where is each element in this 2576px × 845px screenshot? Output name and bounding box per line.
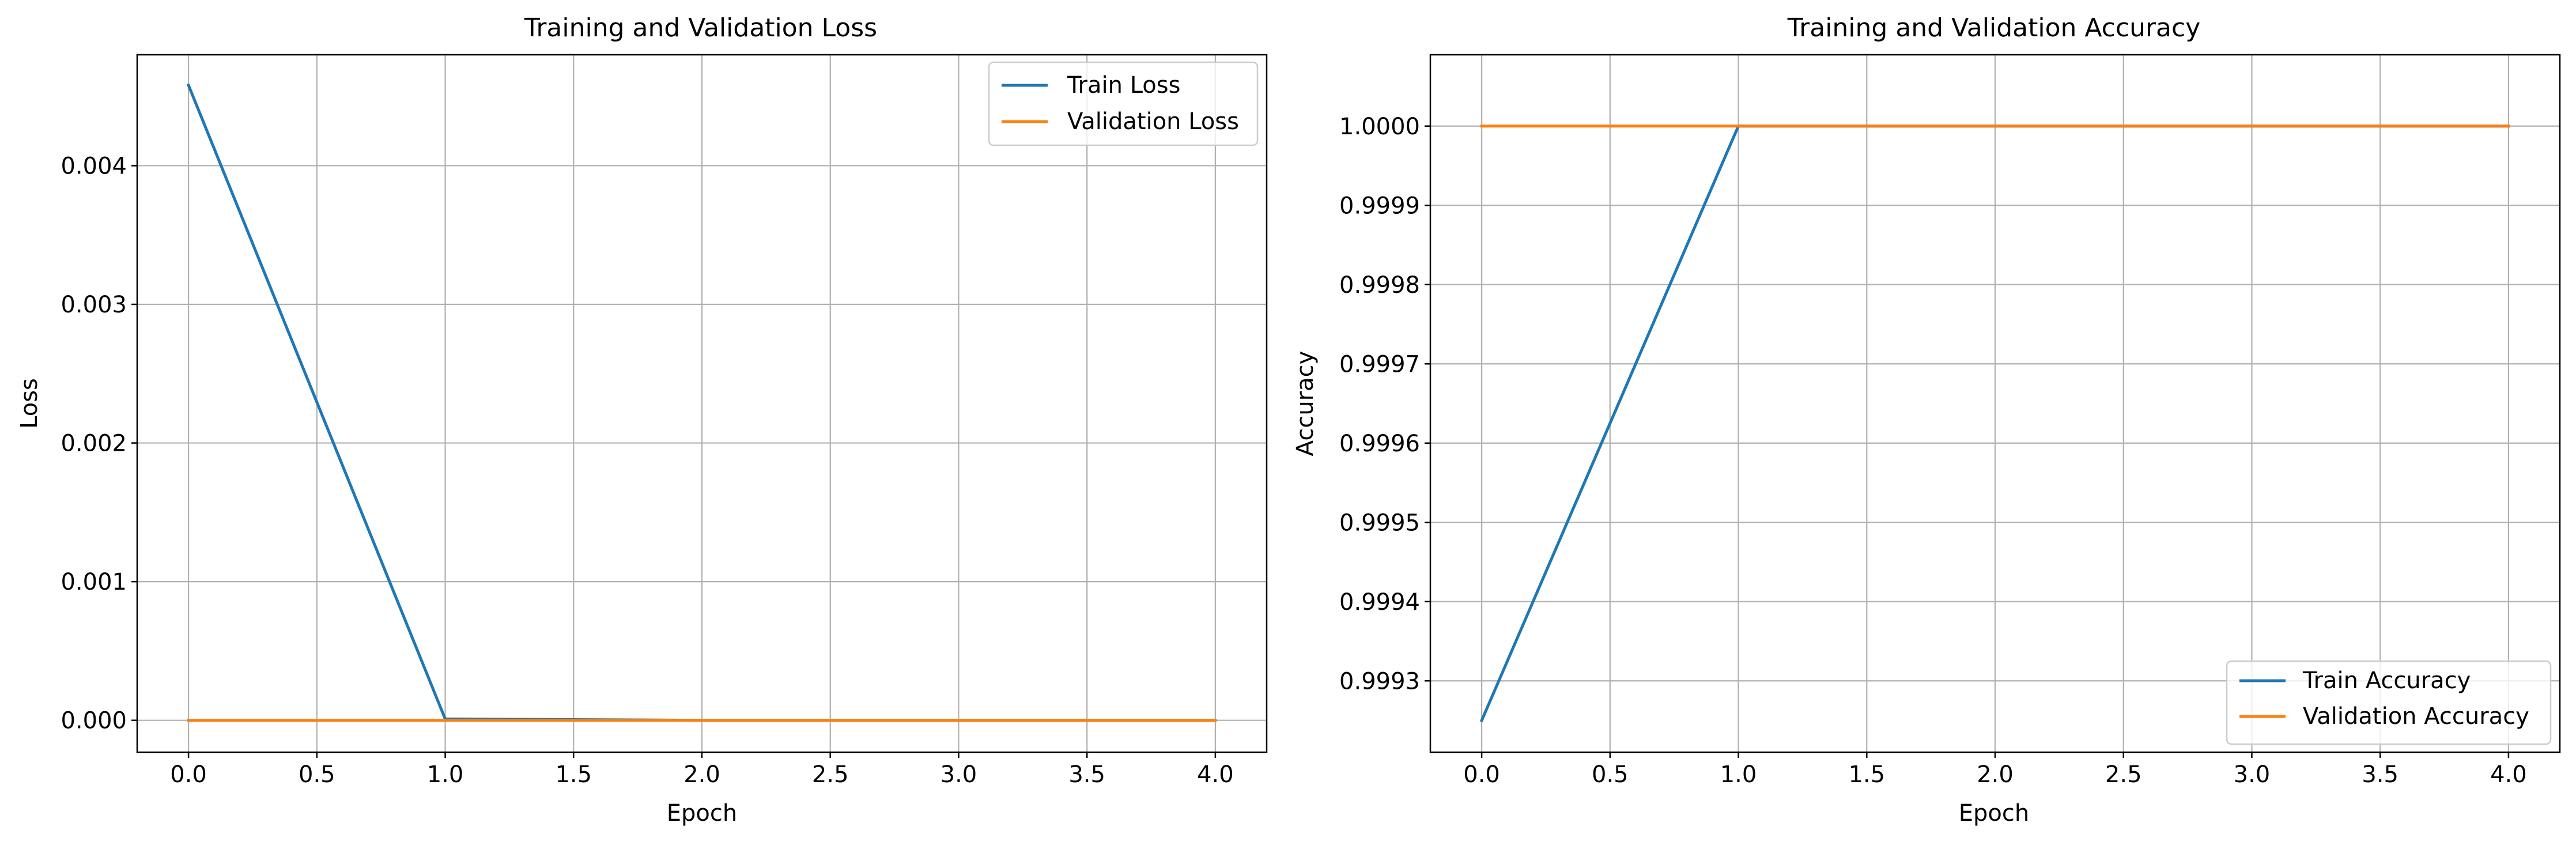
loss-y-tick-label: 0.002 [61, 431, 127, 457]
accuracy-y-axis-label: Accuracy [1292, 351, 1319, 457]
loss-x-tick-label: 4.0 [1197, 761, 1234, 788]
loss-x-tick-label: 0.5 [299, 761, 335, 788]
loss-y-axis: 0.000 0.001 0.002 0.003 0.004 [61, 153, 137, 734]
accuracy-y-tick-label: 0.9998 [1339, 272, 1420, 299]
accuracy-series [1479, 125, 2510, 723]
loss-y-tick-label: 0.003 [61, 292, 127, 318]
accuracy-x-tick-label: 1.5 [1848, 761, 1885, 788]
accuracy-legend: Train Accuracy Validation Accuracy [2226, 660, 2552, 745]
loss-x-tick-label: 3.0 [940, 761, 977, 788]
accuracy-chart-title: Training and Validation Accuracy [1787, 13, 2201, 43]
accuracy-legend-validation-label: Validation Accuracy [2303, 703, 2529, 730]
loss-y-axis-label: Loss [16, 378, 43, 429]
loss-series [186, 83, 1217, 722]
accuracy-x-tick-label: 0.5 [1592, 761, 1629, 788]
loss-x-tick-label: 1.0 [427, 761, 464, 788]
loss-legend: Train Loss Validation Loss [988, 61, 1259, 146]
accuracy-x-tick-label: 3.5 [2362, 761, 2399, 788]
loss-x-tick-label: 2.5 [812, 761, 849, 788]
accuracy-y-tick-label: 0.9997 [1339, 351, 1420, 378]
accuracy-legend-train-label: Train Accuracy [2302, 667, 2471, 694]
accuracy-chart: Training and Validation Accuracy 0.0 0.5 1… [1292, 13, 2561, 827]
accuracy-y-axis: 0.9993 0.9994 0.9995 0.9996 0.9997 0.9998 0.99… [1339, 114, 1430, 695]
accuracy-x-axis-label: Epoch [1959, 800, 2029, 827]
accuracy-legend-box [2226, 660, 2552, 745]
accuracy-x-tick-label: 2.0 [1977, 761, 2014, 788]
accuracy-y-tick-label: 0.9999 [1339, 193, 1420, 219]
accuracy-x-axis: 0.0 0.5 1.0 1.5 2.0 2.5 3.0 3.5 4.0 [1463, 752, 2527, 788]
loss-y-tick-label: 0.001 [61, 569, 127, 595]
accuracy-y-tick-label: 0.9994 [1339, 589, 1420, 616]
loss-x-axis: 0.0 0.5 1.0 1.5 2.0 2.5 3.0 3.5 4.0 [170, 752, 1234, 788]
loss-x-tick-label: 0.0 [170, 761, 207, 788]
accuracy-y-tick-label: 0.9995 [1339, 510, 1420, 536]
loss-y-tick-label: 0.000 [61, 708, 127, 734]
accuracy-y-tick-label: 0.9996 [1339, 431, 1420, 457]
accuracy-x-tick-label: 2.5 [2105, 761, 2142, 788]
accuracy-x-tick-label: 0.0 [1463, 761, 1500, 788]
loss-x-tick-label: 3.5 [1068, 761, 1105, 788]
accuracy-x-tick-label: 1.0 [1720, 761, 1757, 788]
loss-grid [137, 55, 1267, 752]
loss-legend-validation-label: Validation Loss [1067, 108, 1239, 135]
loss-chart: Training and Validation Loss 0.0 0.5 1.0 1.… [16, 13, 1268, 827]
accuracy-y-tick-label: 1.0000 [1339, 114, 1420, 140]
loss-legend-train-label: Train Loss [1067, 72, 1180, 99]
loss-chart-title: Training and Validation Loss [524, 13, 877, 43]
accuracy-x-tick-label: 3.0 [2234, 761, 2271, 788]
loss-x-tick-label: 1.5 [555, 761, 592, 788]
accuracy-y-tick-label: 0.9993 [1339, 668, 1420, 695]
loss-legend-box [988, 61, 1259, 146]
loss-y-tick-label: 0.004 [61, 153, 127, 179]
loss-x-tick-label: 2.0 [683, 761, 720, 788]
accuracy-x-tick-label: 4.0 [2490, 761, 2527, 788]
loss-x-axis-label: Epoch [667, 800, 737, 827]
